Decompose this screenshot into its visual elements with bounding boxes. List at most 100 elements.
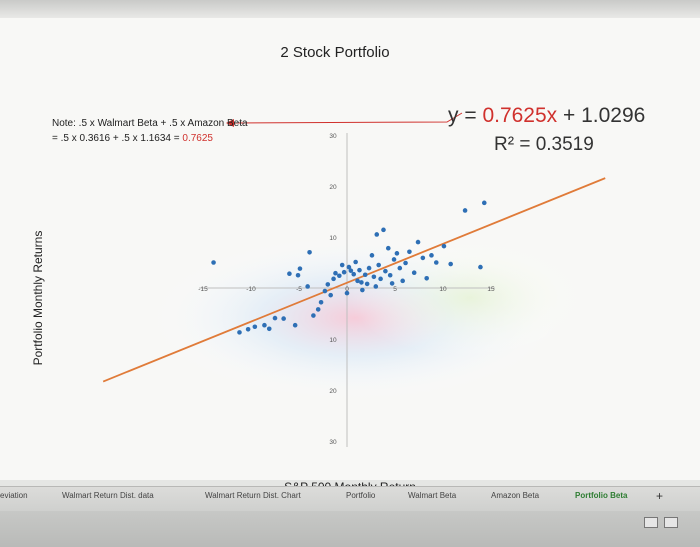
page-layout-icon[interactable] — [664, 517, 678, 528]
data-point — [366, 265, 372, 271]
data-point — [266, 326, 272, 332]
data-point — [333, 270, 338, 276]
x-tick-label: 5 — [393, 286, 397, 293]
data-point — [481, 200, 487, 206]
data-point — [389, 281, 395, 286]
x-tick-label: 0 — [345, 286, 349, 293]
sheet-tab-walmart-return-dist-chart[interactable]: Walmart Return Dist. Chart — [205, 491, 301, 500]
equation-slope: 0.7625x — [482, 104, 558, 127]
data-point — [252, 324, 258, 330]
data-point — [381, 227, 386, 233]
trendline-equation: y = 0.7625x + 1.0296 — [448, 104, 645, 128]
equation-prefix: y = — [448, 104, 483, 127]
sheet-tab-walmart-beta[interactable]: Walmart Beta — [408, 491, 457, 500]
sheet-tab-deviation[interactable]: eviation — [0, 491, 28, 500]
y-tick-label: 20 — [329, 388, 337, 395]
data-point — [424, 276, 429, 281]
data-point — [328, 292, 333, 298]
data-point — [429, 253, 434, 258]
data-point — [391, 257, 397, 262]
data-point — [272, 315, 278, 321]
chart-title: 2 Stock Portfolio — [280, 44, 390, 61]
note-line-2-prefix: = .5 x 0.3616 + .5 x 1.1634 = — [52, 133, 183, 144]
data-point — [344, 290, 350, 296]
data-point — [311, 313, 316, 318]
data-point — [403, 260, 408, 266]
data-point — [307, 250, 312, 255]
data-point — [351, 271, 357, 277]
arrow-head — [226, 119, 234, 127]
y-tick-label: 20 — [329, 184, 337, 191]
data-point — [448, 261, 453, 267]
x-tick-label: 10 — [439, 286, 447, 293]
x-tick-label: -10 — [246, 286, 256, 293]
data-point — [360, 287, 365, 293]
sheet-tab-portfolio[interactable]: Portfolio — [346, 491, 376, 500]
sheet-tab-walmart-return-dist-data[interactable]: Walmart Return Dist. data — [62, 491, 154, 500]
data-point — [357, 267, 362, 273]
note-line-2-value: 0.7625 — [182, 133, 213, 144]
note-line-2: = .5 x 0.3616 + .5 x 1.1634 = 0.7625 — [52, 131, 248, 146]
note-line-1: Note: .5 x Walmart Beta + .5 x Amazon Be… — [52, 118, 248, 129]
data-point — [374, 232, 380, 237]
y-tick-label: 30 — [329, 133, 337, 140]
normal-view-icon[interactable] — [644, 517, 658, 528]
data-point — [287, 271, 292, 277]
data-points — [211, 200, 487, 335]
data-point — [362, 272, 368, 278]
chart-area[interactable]: -15 -10 -5 0 5 10 15 30 20 10 10 20 30 2 Stock Portf… — [0, 18, 700, 494]
sheet-tab-amazon-beta[interactable]: Amazon Beta — [491, 491, 540, 500]
data-point — [297, 266, 303, 271]
data-point — [383, 268, 388, 274]
sheet-tab-portfolio-beta[interactable]: Portfolio Beta — [575, 491, 628, 500]
data-point — [411, 270, 417, 275]
data-point — [373, 284, 379, 289]
data-point — [378, 276, 383, 282]
data-point — [478, 264, 483, 270]
y-tick-label: 10 — [329, 235, 337, 242]
data-point — [387, 272, 393, 278]
scatter-plot: -15 -10 -5 0 5 10 15 30 20 10 10 20 30 — [0, 18, 700, 480]
r-squared-label: R² = 0.3519 — [494, 134, 594, 155]
data-point — [385, 245, 391, 251]
data-point — [462, 208, 468, 213]
data-point — [262, 322, 267, 328]
data-point — [346, 264, 352, 270]
beta-note: Note: .5 x Walmart Beta + .5 x Amazon Be… — [52, 116, 248, 146]
data-point — [376, 262, 381, 268]
data-point — [359, 280, 364, 285]
data-point — [331, 276, 336, 282]
screen-glare-secondary — [350, 238, 590, 358]
data-point — [364, 281, 370, 287]
data-point — [305, 284, 310, 289]
data-point — [211, 260, 216, 265]
tick-labels: -15 -10 -5 0 5 10 15 30 20 10 10 20 30 — [198, 133, 495, 446]
trendline-layer — [102, 177, 606, 383]
data-point — [369, 253, 375, 258]
toolbar-strip — [0, 0, 700, 18]
data-point — [295, 272, 301, 278]
data-point — [281, 316, 286, 321]
data-point — [353, 259, 358, 265]
y-tick-label: 10 — [329, 337, 337, 344]
data-point — [292, 322, 298, 328]
x-tick-label: -5 — [296, 286, 302, 293]
data-point — [341, 269, 347, 275]
data-point — [441, 243, 447, 249]
data-point — [325, 282, 331, 287]
data-point — [407, 249, 412, 255]
arrow-note-to-equation — [231, 112, 463, 124]
annotation-arrows — [226, 112, 463, 127]
data-point — [315, 307, 321, 312]
equation-suffix: + 1.0296 — [557, 104, 646, 127]
data-point — [415, 239, 421, 245]
add-sheet-button[interactable]: + — [656, 489, 664, 503]
axes — [199, 133, 495, 447]
x-tick-label: -15 — [198, 286, 208, 293]
x-tick-label: 15 — [487, 286, 495, 293]
y-tick-label: 30 — [329, 439, 337, 446]
data-point — [397, 265, 403, 271]
trendline — [102, 177, 606, 383]
data-point — [237, 330, 242, 335]
